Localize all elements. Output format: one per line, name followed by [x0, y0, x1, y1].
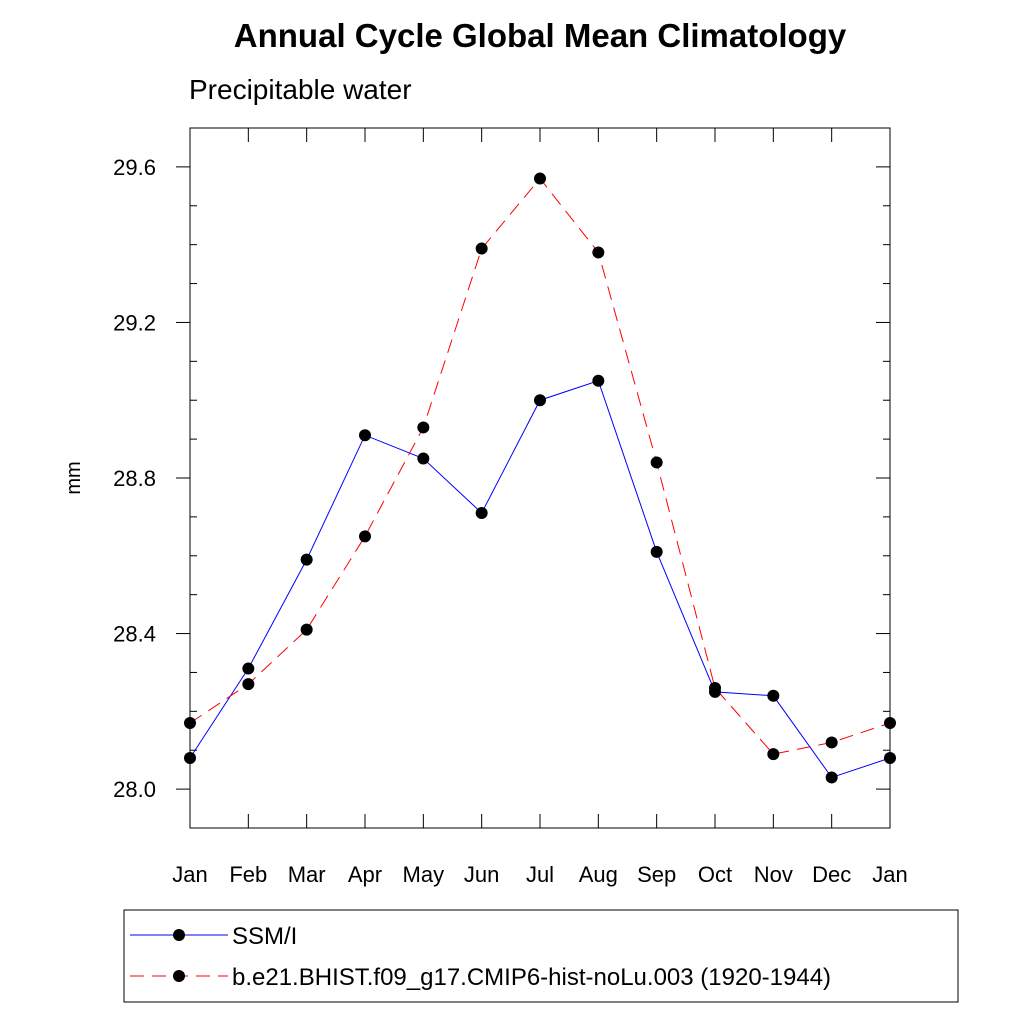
series-layer	[184, 172, 896, 784]
data-point-series-0	[300, 553, 313, 566]
x-tick-label: Sep	[637, 862, 676, 887]
x-tick-label: Mar	[288, 862, 326, 887]
x-tick-label: Jun	[464, 862, 499, 887]
y-tick-label: 29.2	[113, 310, 156, 335]
data-point-series-0	[650, 545, 663, 558]
chart-title: Annual Cycle Global Mean Climatology	[234, 17, 847, 54]
y-axis-label: mm	[63, 461, 85, 494]
series-line-0	[189, 380, 891, 779]
y-tick-label: 28.4	[113, 622, 156, 647]
data-point-series-1	[650, 456, 663, 469]
y-tick-label: 28.8	[113, 466, 156, 491]
data-point-series-1	[767, 748, 780, 761]
x-tick-label: Feb	[229, 862, 267, 887]
data-point-series-1	[300, 623, 313, 636]
data-point-series-1	[184, 717, 196, 729]
legend-marker-model	[173, 970, 185, 982]
data-point-series-1	[242, 678, 255, 691]
data-point-series-0	[767, 689, 780, 702]
legend-label-ssmi: SSM/I	[232, 923, 297, 950]
data-point-series-1	[825, 736, 838, 749]
data-point-series-1	[475, 242, 488, 255]
y-tick-label: 29.6	[113, 155, 156, 180]
legend: SSM/I b.e21.BHIST.f09_g17.CMIP6-hist-noL…	[123, 909, 959, 1003]
legend-label-model: b.e21.BHIST.f09_g17.CMIP6-hist-noLu.003 …	[232, 964, 831, 991]
x-tick-label: Dec	[812, 862, 851, 887]
series-line-1	[189, 177, 891, 755]
data-point-series-0	[592, 374, 605, 387]
legend-box	[123, 909, 959, 1003]
data-point-series-0	[417, 452, 430, 465]
data-point-series-0	[884, 752, 896, 764]
chart-subtitle: Precipitable water	[189, 74, 412, 105]
data-point-series-1	[534, 172, 546, 185]
y-tick-label: 28.0	[113, 777, 156, 802]
data-point-series-1	[417, 421, 430, 434]
x-tick-label: Jan	[172, 862, 207, 887]
x-tick-label: Aug	[579, 862, 618, 887]
x-tick-label: Jul	[526, 862, 554, 887]
x-tick-label: May	[403, 862, 445, 887]
data-point-series-0	[475, 507, 488, 519]
legend-marker-ssmi	[173, 929, 185, 941]
x-tick-label: Oct	[698, 862, 732, 887]
data-point-series-0	[242, 662, 255, 675]
x-tick-label: Jan	[872, 862, 907, 887]
data-point-series-0	[359, 429, 371, 442]
data-point-series-0	[534, 394, 546, 407]
data-point-series-1	[359, 530, 371, 543]
data-point-series-0	[184, 752, 196, 764]
axis-ticks: Jan Feb Mar Apr May Jun Jul Aug Sep Oct Nov Dec Jan 2…	[113, 127, 908, 887]
plot-frame	[189, 127, 891, 829]
data-point-series-1	[709, 682, 721, 694]
data-point-series-0	[825, 771, 838, 784]
data-point-series-1	[884, 717, 896, 729]
x-tick-label: Apr	[348, 862, 382, 887]
x-tick-label: Nov	[754, 862, 793, 887]
data-point-series-1	[592, 246, 605, 259]
